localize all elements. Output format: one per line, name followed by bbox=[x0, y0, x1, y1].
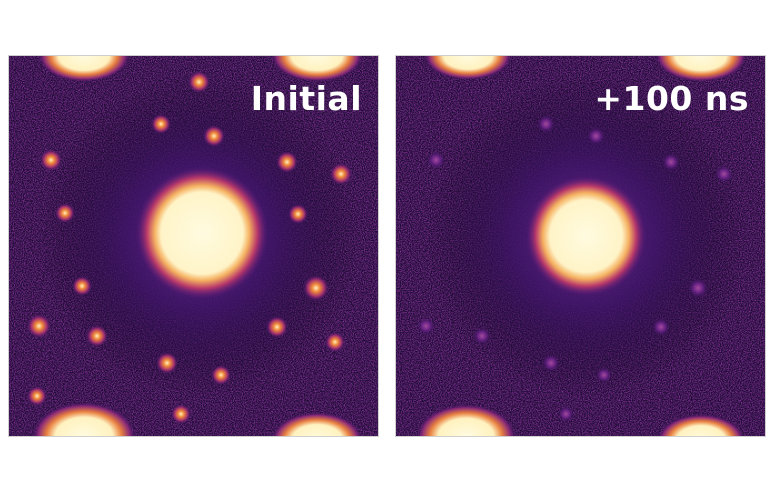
diffraction-pattern-initial bbox=[9, 56, 378, 436]
panel-label-initial: Initial bbox=[250, 79, 362, 118]
panel-label-100ns: +100 ns bbox=[594, 79, 749, 118]
diffraction-pattern-100ns bbox=[396, 56, 765, 436]
diffraction-panel-initial: Initial bbox=[8, 55, 379, 437]
diffraction-panel-100ns: +100 ns bbox=[395, 55, 766, 437]
